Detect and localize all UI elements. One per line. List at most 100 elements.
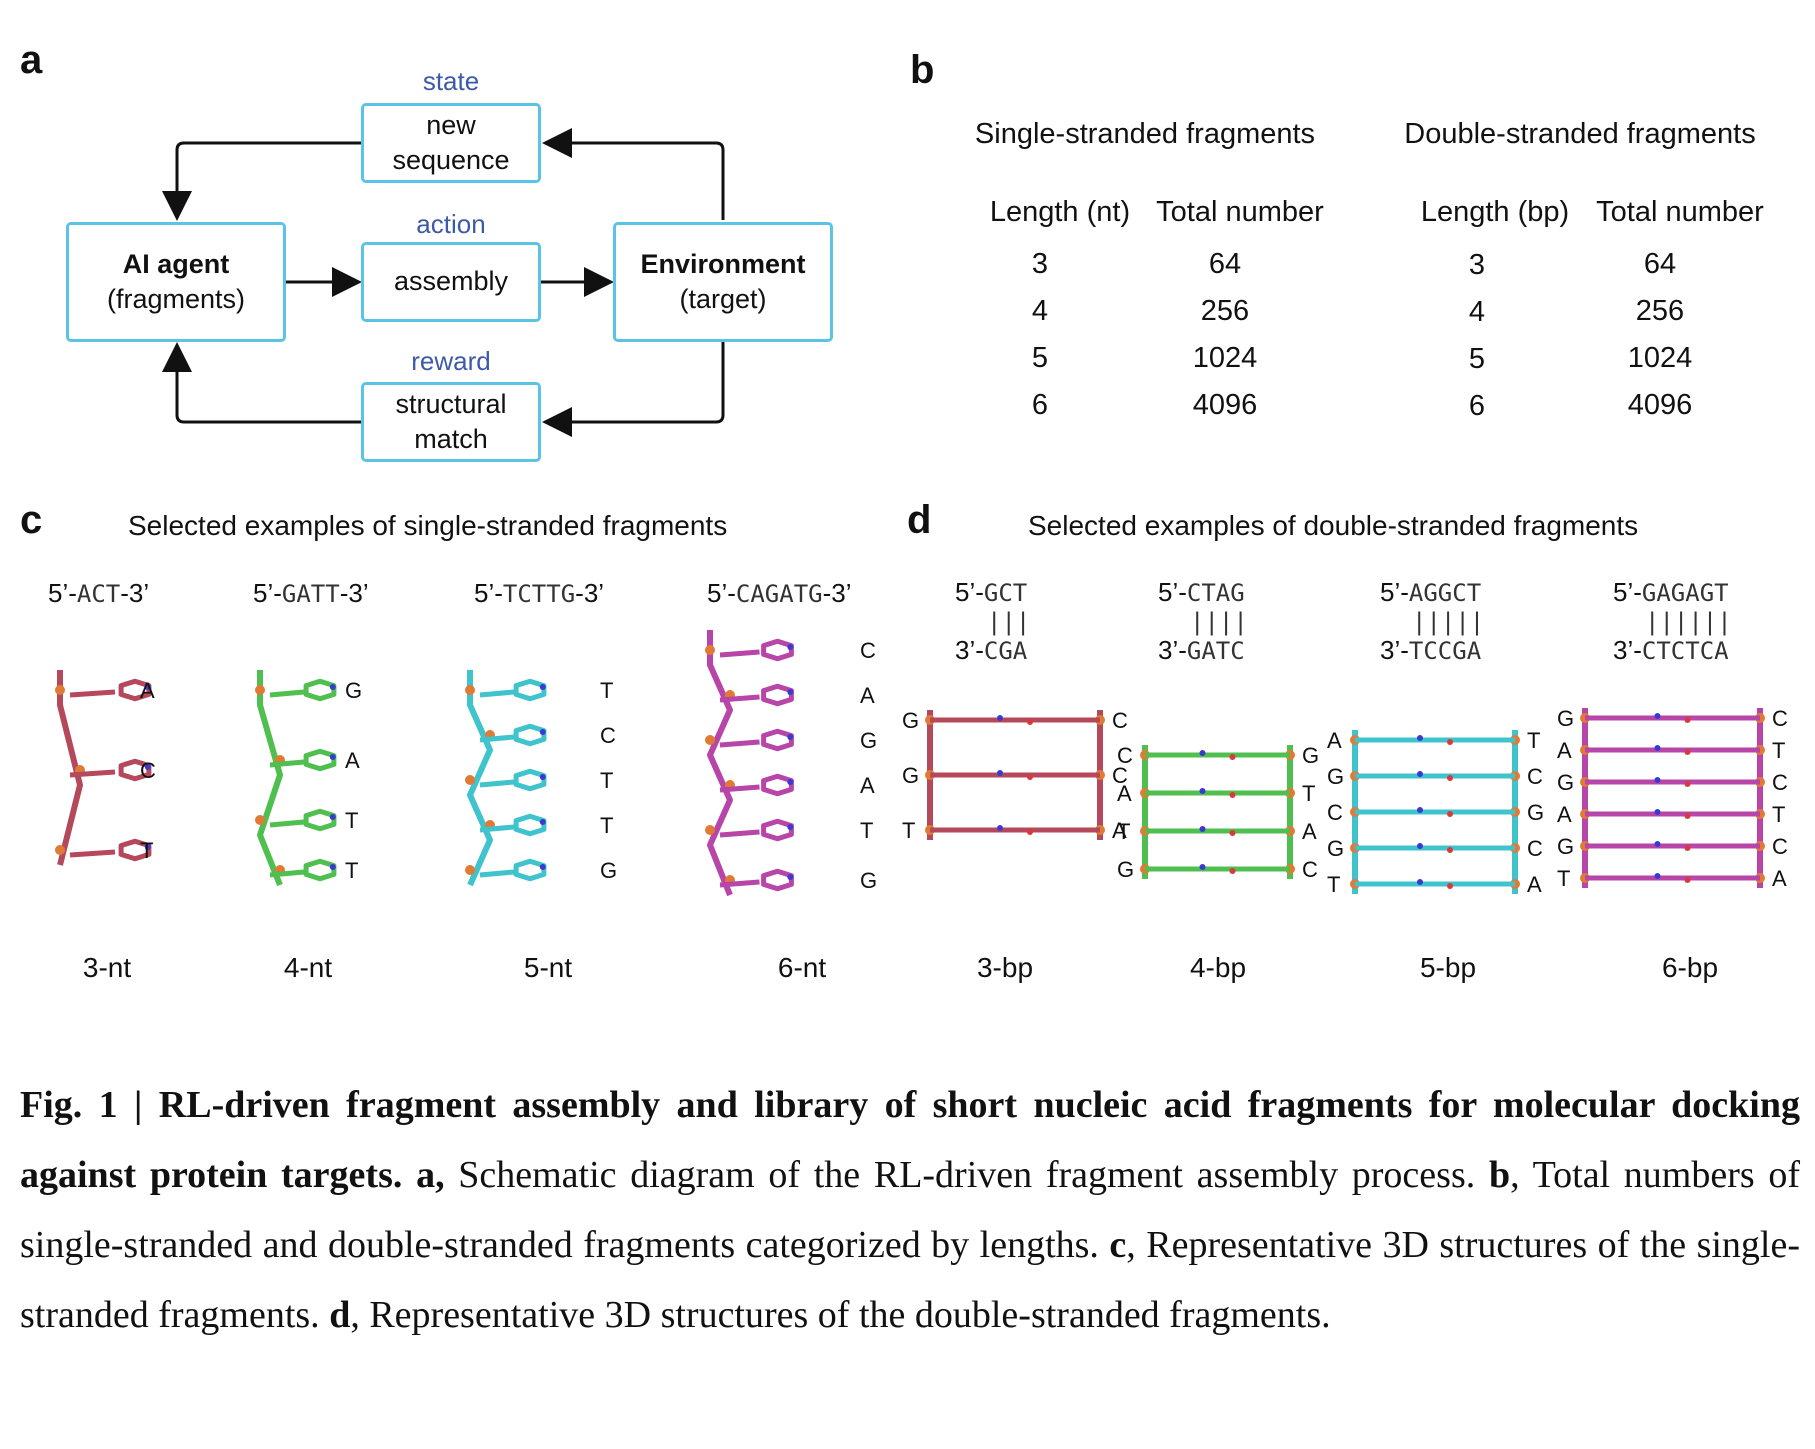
reward-line1: structural — [395, 388, 507, 419]
nitrogen-atom — [329, 814, 336, 820]
environment-box: Environment (target) — [613, 222, 833, 342]
base-ring — [513, 813, 547, 837]
environment-sub: (target) — [679, 284, 767, 314]
ss-sequence: 5’-TCTTG-3’ — [474, 578, 605, 608]
base-ring — [303, 858, 337, 882]
state-line1: new — [426, 109, 476, 140]
nitrogen-atom — [1654, 841, 1661, 847]
base-ring — [303, 748, 337, 772]
reward-label: reward — [411, 346, 491, 376]
nitrogen-atom — [1417, 843, 1423, 849]
base-label: A — [1557, 802, 1572, 827]
nitrogen-atom — [787, 734, 794, 740]
nitrogen-atom — [539, 864, 546, 870]
phosphate-atom — [705, 735, 715, 745]
sugar-link — [719, 739, 760, 748]
base-label: C — [140, 758, 156, 783]
figure-caption: Fig. 1 | RL-driven fragment assembly and… — [20, 1070, 1800, 1350]
base-ring — [513, 768, 547, 792]
oxygen-atom — [1447, 775, 1453, 781]
caption-a-text: Schematic diagram of the RL-driven fragm… — [458, 1154, 1476, 1196]
backbone — [257, 670, 283, 887]
ds-length-header: Length (bp) — [1420, 196, 1570, 228]
base-label: G — [1557, 770, 1574, 795]
oxygen-atom — [1027, 829, 1033, 835]
reward-line2: match — [414, 424, 488, 454]
phosphate-atom — [255, 685, 265, 695]
base-label: C — [1772, 770, 1788, 795]
base-label: G — [345, 678, 362, 703]
agent-box: AI agent (fragments) — [66, 222, 286, 342]
phosphate-atom — [55, 845, 65, 855]
base-ring — [513, 678, 547, 702]
sugar-link — [719, 829, 760, 838]
nitrogen-atom — [539, 729, 546, 735]
table-cell: 4096 — [1192, 389, 1258, 421]
table-cell: 4 — [1468, 296, 1486, 328]
base-label: T — [1772, 738, 1785, 763]
base-ring — [761, 683, 794, 707]
panel-c-title: Selected examples of single-stranded fra… — [128, 510, 728, 541]
base-label: T — [345, 808, 358, 833]
sugar-link — [719, 879, 760, 888]
base-label: T — [1557, 866, 1570, 891]
nitrogen-atom — [144, 844, 151, 850]
sugar-link — [479, 824, 515, 833]
ds-table-title: Double-stranded fragments — [1404, 118, 1756, 150]
panel-c-letter: c — [20, 498, 43, 542]
phosphate-atom — [705, 825, 715, 835]
nitrogen-atom — [539, 774, 546, 780]
base-label: G — [1527, 800, 1544, 825]
ds-sequence: 5’-GCT ||| 3’-CGA — [955, 577, 1031, 665]
oxygen-atom — [1684, 781, 1691, 787]
ss-number-column: 64 256 1024 4096 — [1170, 241, 1280, 429]
sugar-link — [269, 819, 305, 828]
ds-sequence: 5’-GAGAGT |||||| 3’-CTCTCA — [1613, 577, 1732, 665]
base-label: C — [1527, 836, 1543, 861]
base-label: G — [1557, 706, 1574, 731]
reward-box: structural match — [361, 382, 541, 462]
nitrogen-atom — [997, 715, 1003, 721]
base-label: A — [140, 678, 155, 703]
base-label: G — [600, 858, 617, 883]
oxygen-atom — [1684, 813, 1691, 819]
table-cell: 256 — [1200, 295, 1250, 327]
caption-b-key: b — [1488, 1154, 1511, 1196]
ss-length-header: Length (nt) — [989, 196, 1131, 228]
caption-d-text: , Representative 3D structures of the do… — [350, 1294, 1331, 1336]
base-label: T — [1327, 872, 1340, 897]
oxygen-atom — [1684, 845, 1691, 851]
ds-sequence: 5’-AGGCT ||||| 3’-TCCGA — [1380, 577, 1485, 665]
base-label: T — [1302, 781, 1315, 806]
base-ring — [761, 868, 794, 892]
base-label: C — [1117, 743, 1133, 768]
table-cell: 1024 — [1627, 342, 1693, 374]
base-label: T — [860, 818, 873, 843]
table-cell: 256 — [1635, 295, 1685, 327]
base-ring — [761, 728, 794, 752]
ds-name-6bp: 6-bp — [1661, 952, 1719, 983]
base-label: T — [1772, 802, 1785, 827]
ss-sequence: 5’-CAGATG-3’ — [707, 578, 852, 608]
nitrogen-atom — [997, 825, 1003, 831]
backbone — [707, 630, 733, 897]
ss-name-5nt: 5-nt — [523, 952, 573, 983]
ss-name-4nt: 4-nt — [283, 952, 333, 983]
base-ring — [513, 723, 547, 747]
nitrogen-atom — [539, 819, 546, 825]
base-label: C — [1527, 764, 1543, 789]
ds-length-column: 3 4 5 6 — [1427, 242, 1527, 430]
nitrogen-atom — [1417, 807, 1423, 813]
caption-b-text: , Total numbers of single-stranded and d… — [20, 1154, 1801, 1266]
base-label: C — [1772, 706, 1788, 731]
nitrogen-atom — [997, 770, 1003, 776]
ds-number-header: Total number — [1596, 196, 1764, 228]
base-label: A — [1527, 872, 1542, 897]
base-ring — [513, 858, 547, 882]
base-label: A — [860, 773, 875, 798]
table-cell: 1024 — [1192, 342, 1258, 374]
base-label: T — [902, 818, 915, 843]
ss-table-title: Single-stranded fragments — [974, 118, 1316, 150]
panel-a-arrows — [162, 128, 725, 437]
ss-length-column: 3 4 5 6 — [990, 241, 1090, 429]
